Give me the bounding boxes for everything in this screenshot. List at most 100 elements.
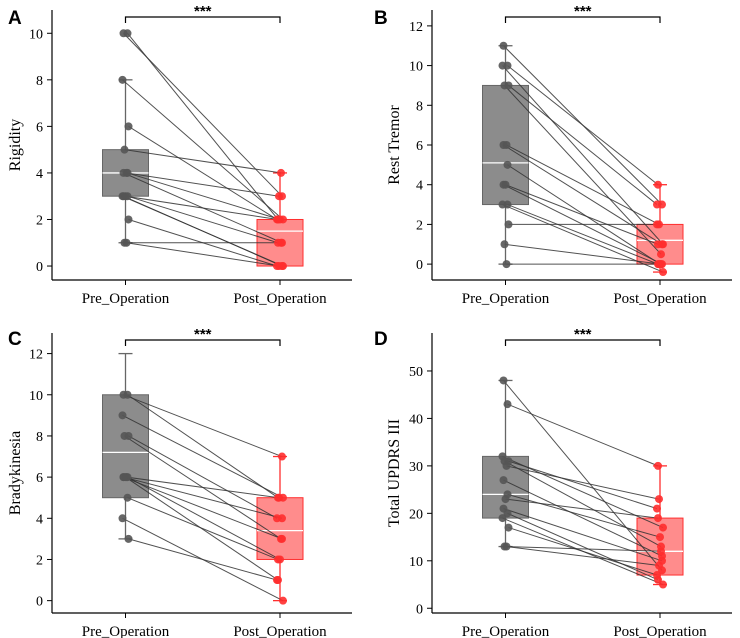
y-tick-label: 12 — [409, 20, 423, 35]
pair-line — [508, 527, 658, 576]
post-point — [654, 514, 662, 523]
pre-point — [501, 495, 510, 504]
y-tick-label: 8 — [36, 430, 43, 445]
pre-point — [499, 180, 508, 189]
panel-letter: C — [8, 329, 22, 350]
pre-point — [504, 220, 513, 229]
panel-letter: D — [374, 329, 388, 350]
pair-line — [507, 512, 659, 581]
y-tick-label: 10 — [409, 555, 423, 570]
y-tick-label: 50 — [409, 365, 423, 380]
pair-line — [507, 403, 659, 467]
pair-line — [125, 195, 279, 220]
post-point — [659, 268, 667, 277]
post-point — [657, 547, 665, 556]
pre-point — [118, 411, 127, 420]
pair-line — [507, 204, 659, 265]
pair-line — [504, 460, 662, 547]
y-tick-label: 10 — [409, 60, 423, 75]
post-point — [655, 260, 663, 269]
post-point — [654, 180, 662, 189]
pre-point — [502, 260, 511, 269]
x-tick-label: Post_Operation — [613, 624, 707, 638]
pre-point — [502, 542, 511, 551]
pair-line — [504, 546, 662, 552]
pre-point — [123, 493, 132, 502]
pair-line — [503, 508, 663, 562]
pair-line — [503, 479, 663, 557]
pre-point — [123, 29, 132, 38]
panel-c: 0 2 4 6 8 10 12 Pre_Operation Post_Operation Brad… — [7, 326, 352, 638]
post-point — [279, 596, 287, 605]
y-axis-label: Bradykinesia — [7, 431, 24, 515]
pre-point — [498, 61, 507, 70]
pair-line — [507, 65, 659, 186]
pre-point — [124, 215, 133, 224]
significance-label: *** — [574, 326, 592, 343]
pre-point — [124, 122, 133, 131]
post-point — [278, 452, 286, 461]
pair-line — [507, 493, 661, 538]
post-point — [654, 240, 662, 249]
significance-bracket — [504, 16, 661, 23]
pre-point — [499, 376, 508, 385]
panel-letter: A — [8, 8, 22, 29]
significance-label: *** — [574, 3, 592, 20]
pre-point — [119, 473, 128, 482]
pair-line — [505, 184, 659, 245]
pre-point — [123, 390, 132, 399]
pre-point — [120, 431, 129, 440]
pre-point — [502, 461, 511, 470]
pre-point — [503, 509, 512, 518]
post-point — [277, 238, 285, 247]
pair-line — [506, 465, 660, 500]
pair-line — [504, 85, 662, 255]
pre-point — [499, 141, 508, 149]
significance-label: *** — [194, 326, 212, 343]
pair-line — [123, 476, 283, 540]
significance-bracket — [124, 339, 281, 346]
pair-line — [505, 498, 659, 519]
post-point — [653, 571, 661, 580]
post-point — [278, 534, 286, 543]
y-axis-label: Rest Tremor — [386, 105, 403, 185]
y-tick-label: 8 — [416, 99, 423, 114]
pre-point — [122, 238, 131, 247]
x-tick-label: Post_Operation — [233, 624, 327, 638]
post-point — [274, 555, 282, 564]
post-point — [657, 250, 665, 259]
y-axis-label: Total UPDRS III — [386, 419, 403, 527]
pair-line — [128, 435, 278, 519]
pair-line — [127, 32, 279, 220]
pair-line — [128, 538, 278, 581]
pre-point — [123, 168, 132, 177]
pre-point — [500, 81, 509, 90]
pair-line — [126, 242, 280, 267]
x-tick-label: Pre_Operation — [462, 624, 550, 638]
pair-line — [123, 394, 283, 457]
pre-point — [503, 400, 512, 409]
y-tick-label: 40 — [409, 412, 423, 427]
x-tick-label: Post_Operation — [233, 291, 327, 307]
significance-bracket — [124, 16, 281, 23]
pair-line — [506, 546, 660, 567]
y-tick-label: 0 — [416, 602, 423, 617]
post-point — [275, 262, 283, 271]
post-point — [653, 504, 661, 513]
y-tick-label: 4 — [36, 512, 43, 527]
pair-line — [127, 195, 279, 244]
pre-point — [118, 75, 127, 84]
panel-b: 0 2 4 6 8 10 12 Pre_Operation Post_Operation Rest… — [374, 3, 732, 307]
y-tick-label: 12 — [29, 348, 43, 363]
y-tick-label: 10 — [29, 389, 43, 404]
pair-line — [507, 164, 661, 265]
x-tick-label: Post_Operation — [613, 291, 707, 307]
pair-line — [502, 65, 664, 245]
y-tick-label: 8 — [36, 74, 43, 89]
post-point — [278, 514, 286, 523]
post-point — [659, 523, 667, 532]
post-point — [275, 493, 283, 502]
significance-label: *** — [194, 3, 212, 20]
post-point — [659, 580, 667, 589]
